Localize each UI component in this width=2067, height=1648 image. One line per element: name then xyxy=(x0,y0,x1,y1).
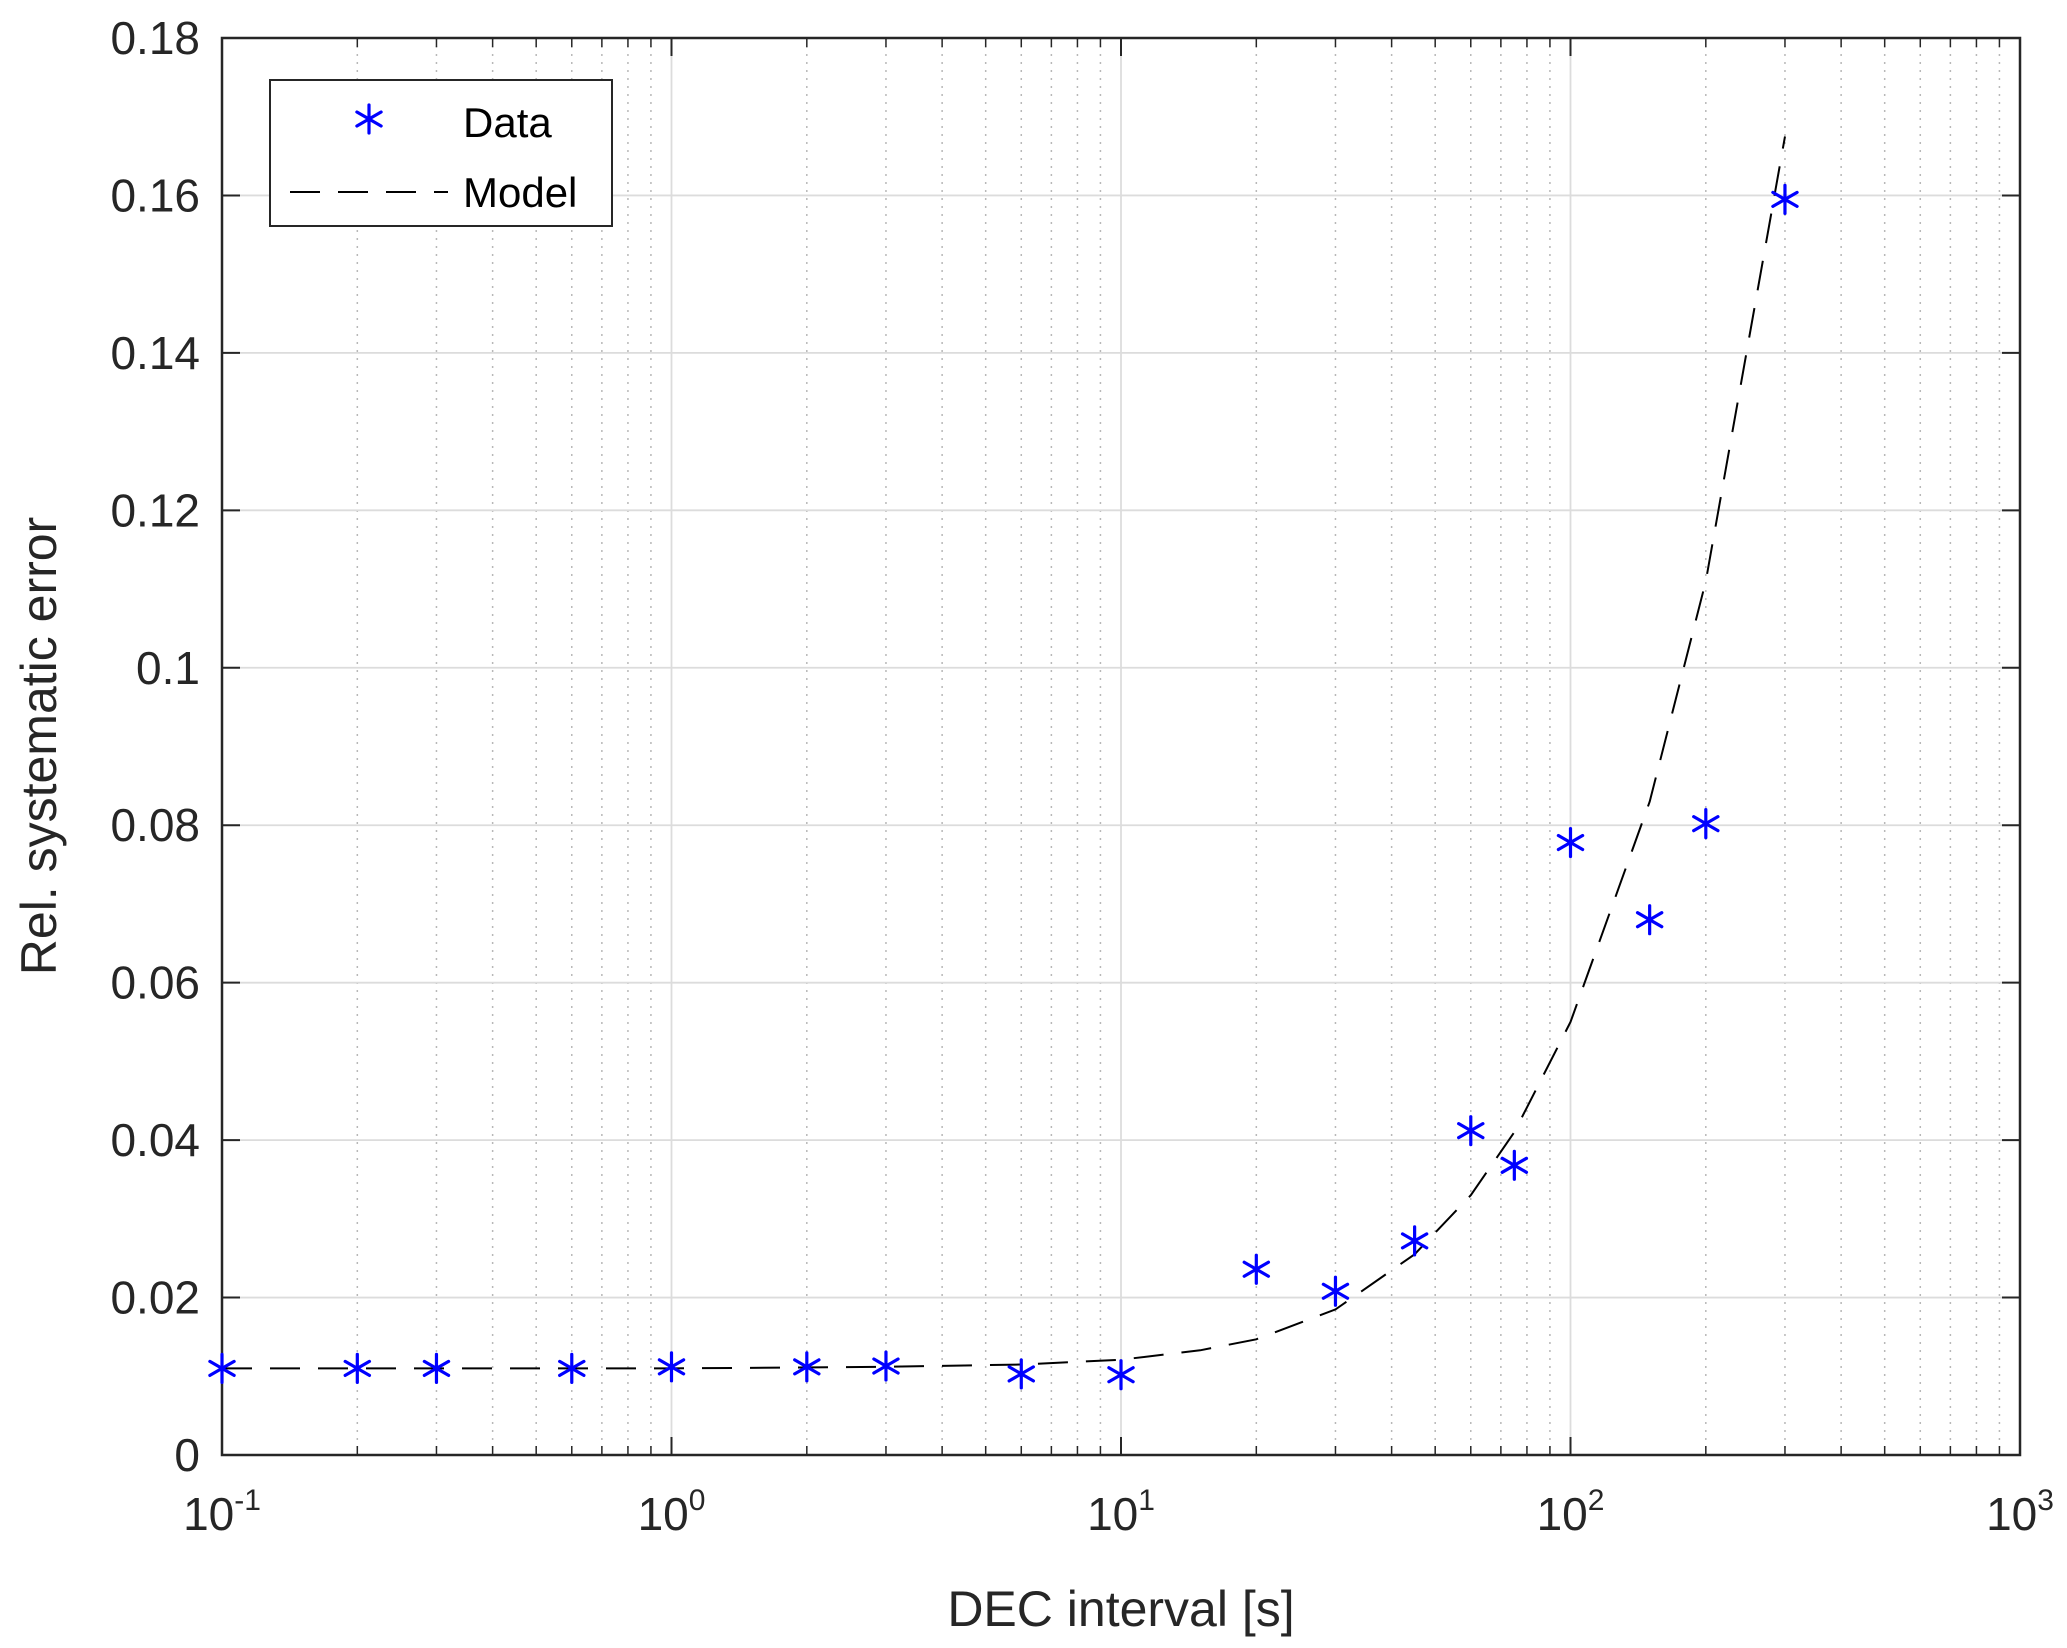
grid-layer xyxy=(222,38,2020,1455)
y-tick-label: 0 xyxy=(174,1429,200,1481)
axes-layer xyxy=(220,36,2022,1457)
x-tick-label: 103 xyxy=(1986,1484,2054,1540)
x-tick-label-exponent: 1 xyxy=(1138,1484,1155,1517)
y-axis-label: Rel. systematic error xyxy=(11,517,67,975)
data-point xyxy=(1321,1275,1350,1307)
x-tick-label-base: 10 xyxy=(638,1488,689,1540)
series-layer xyxy=(208,136,1799,1391)
data-point xyxy=(1771,183,1799,215)
x-tick-label-base: 10 xyxy=(1087,1488,1138,1540)
data-point xyxy=(1635,904,1664,936)
y-tick-label: 0.02 xyxy=(110,1272,200,1324)
data-point xyxy=(1457,1115,1485,1147)
x-tick-label: 10-1 xyxy=(183,1484,261,1540)
x-tick-label-exponent: 2 xyxy=(1588,1484,1605,1517)
legend-label-data: Data xyxy=(463,99,552,146)
tick-labels: 10-1 100 101 102 10300.020.040.060.080.10.12… xyxy=(110,12,2053,1540)
data-point xyxy=(872,1350,900,1382)
data-point xyxy=(1007,1358,1036,1390)
data-point xyxy=(343,1352,372,1385)
data-point xyxy=(1107,1359,1135,1391)
y-tick-label: 0.08 xyxy=(110,799,200,851)
y-tick-label: 0.06 xyxy=(110,957,200,1009)
data-point xyxy=(558,1352,586,1385)
x-tick-label: 102 xyxy=(1537,1484,1605,1540)
data-point xyxy=(657,1351,686,1383)
y-tick-label: 0.1 xyxy=(136,642,200,694)
legend-label-model: Model xyxy=(463,169,577,216)
x-tick-label-base: 10 xyxy=(1537,1488,1588,1540)
data-point xyxy=(1556,826,1585,859)
y-tick-label: 0.16 xyxy=(110,169,200,221)
x-tick-label-base: 10 xyxy=(1986,1488,2037,1540)
x-tick-label-exponent: 0 xyxy=(689,1484,706,1517)
data-point xyxy=(793,1351,821,1383)
y-tick-label: 0.04 xyxy=(110,1114,200,1166)
axes-box xyxy=(220,36,2022,1457)
legend-asterisk xyxy=(355,103,383,135)
data-point xyxy=(1242,1253,1271,1285)
x-tick-label-exponent: 3 xyxy=(2037,1484,2054,1517)
x-tick-label: 101 xyxy=(1087,1484,1155,1540)
data-point xyxy=(208,1352,236,1385)
y-tick-label: 0.14 xyxy=(110,327,200,379)
x-tick-label-base: 10 xyxy=(183,1488,234,1540)
data-point xyxy=(422,1352,451,1385)
x-tick-label-exponent: -1 xyxy=(234,1484,261,1517)
data-point xyxy=(1692,808,1720,840)
legend-box xyxy=(269,79,613,227)
y-tick-label: 0.18 xyxy=(110,12,200,64)
x-axis-label: DEC interval [s] xyxy=(947,1581,1294,1637)
legend: Data Model xyxy=(269,79,613,227)
model-line xyxy=(222,136,1786,1370)
y-tick-label: 0.12 xyxy=(110,484,200,536)
x-tick-label: 100 xyxy=(638,1484,706,1540)
data-point xyxy=(1400,1225,1429,1257)
legend-data-marker xyxy=(355,103,383,135)
data-point xyxy=(1500,1149,1529,1181)
